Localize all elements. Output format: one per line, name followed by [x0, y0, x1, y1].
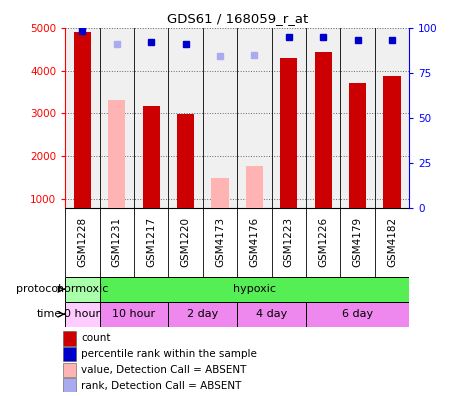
Bar [177, 114, 194, 208]
Text: 4 day: 4 day [256, 309, 287, 319]
Text: hypoxic: hypoxic [233, 284, 276, 294]
Bar [349, 84, 366, 208]
Text: GSM1217: GSM1217 [146, 217, 156, 267]
Text: 2 day: 2 day [187, 309, 219, 319]
Text: rank, Detection Call = ABSENT: rank, Detection Call = ABSENT [81, 381, 241, 390]
Text: percentile rank within the sample: percentile rank within the sample [81, 349, 257, 359]
Text: 6 day: 6 day [342, 309, 373, 319]
Text: 0 hour: 0 hour [64, 309, 100, 319]
Bar [168, 302, 237, 327]
Text: protocol: protocol [16, 284, 62, 294]
Bar [237, 302, 306, 327]
Text: GSM1228: GSM1228 [77, 217, 87, 267]
Bar [306, 302, 409, 327]
Bar [63, 378, 76, 393]
Text: count: count [81, 333, 111, 343]
Bar [63, 331, 76, 346]
Text: GSM1231: GSM1231 [112, 217, 122, 267]
Bar [63, 363, 76, 377]
Bar [65, 302, 100, 327]
Bar [73, 32, 91, 208]
Bar [65, 277, 100, 302]
Text: GSM4182: GSM4182 [387, 217, 397, 267]
Text: GSM4179: GSM4179 [352, 217, 363, 267]
Text: GSM4176: GSM4176 [249, 217, 259, 267]
Bar [63, 347, 76, 361]
Text: GSM1226: GSM1226 [318, 217, 328, 267]
Bar [211, 177, 229, 208]
Text: GSM1220: GSM1220 [180, 217, 191, 267]
Text: value, Detection Call = ABSENT: value, Detection Call = ABSENT [81, 365, 246, 375]
Bar [314, 52, 332, 208]
Bar [280, 58, 297, 208]
Bar [383, 76, 400, 208]
Title: GDS61 / 168059_r_at: GDS61 / 168059_r_at [166, 12, 308, 25]
Text: GSM4173: GSM4173 [215, 217, 225, 267]
Text: 10 hour: 10 hour [113, 309, 155, 319]
Bar [246, 166, 263, 208]
Bar [108, 101, 125, 208]
Bar [142, 106, 160, 208]
Text: normoxic: normoxic [57, 284, 108, 294]
Bar [100, 302, 168, 327]
Text: time: time [36, 309, 62, 319]
Text: GSM1223: GSM1223 [284, 217, 294, 267]
